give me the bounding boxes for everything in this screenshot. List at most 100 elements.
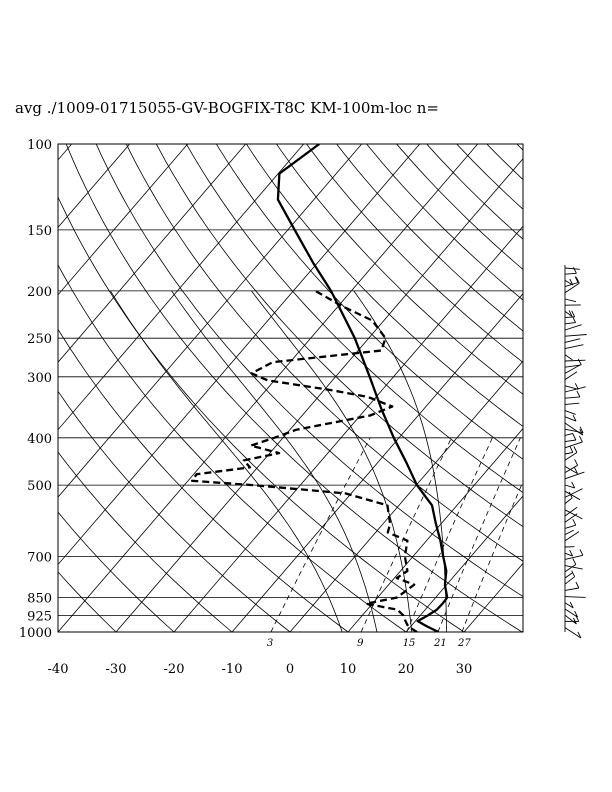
isotherm-line [58, 144, 421, 566]
wind-barb [564, 524, 576, 529]
wind-barb [564, 471, 585, 480]
wind-barb [564, 554, 584, 560]
wind-barb-flag [572, 558, 577, 565]
dry-adiabat-line [396, 144, 523, 270]
wind-barb [564, 386, 586, 393]
mixing-ratio-label: 15 [403, 638, 416, 649]
wind-barb [564, 416, 577, 422]
wind-barb [564, 441, 583, 449]
dry-adiabat-line [516, 144, 523, 151]
dry-adiabat-line [486, 144, 523, 181]
dry-adiabat-line [95, 144, 523, 597]
temperature-tick-label: 0 [286, 662, 294, 677]
isotherm-line [231, 293, 523, 632]
wind-barb-flag [575, 615, 580, 622]
wind-barb [564, 354, 573, 361]
mixing-ratio-line [437, 437, 521, 632]
wind-barbs [564, 265, 587, 639]
dry-adiabat-line [426, 144, 523, 240]
temperature-tick-label: -30 [106, 662, 127, 677]
wind-barb [564, 282, 580, 294]
wind-barb [564, 506, 578, 517]
wind-barb-flag [571, 570, 576, 577]
isotherm-line [58, 144, 247, 363]
temperature-axis: -40 -30 -20 -10 0 10 20 30 [48, 662, 473, 677]
wind-barb-flag [575, 581, 580, 589]
wind-barb [564, 402, 580, 405]
wind-barb-flag [572, 518, 577, 526]
wind-barb [564, 451, 573, 455]
dewpoint-profile [190, 289, 418, 632]
wind-barb [564, 531, 580, 542]
pressure-tick-label: 100 [27, 138, 52, 153]
pressure-tick-label: 150 [27, 224, 52, 239]
wind-barb [564, 432, 574, 436]
wind-barb-flag [577, 358, 582, 366]
wind-barb [564, 422, 584, 436]
wind-barb [564, 572, 573, 579]
wind-barb-flag [571, 481, 576, 489]
wind-barb-flag [569, 549, 574, 557]
temperature-tick-label: 10 [340, 662, 357, 677]
wind-barb [564, 282, 579, 288]
wind-barb [564, 364, 581, 374]
mixing-ratio-line [270, 437, 371, 632]
dry-adiabat-line [216, 144, 523, 460]
wind-barb [564, 602, 574, 609]
pressure-tick-label: 400 [27, 432, 52, 447]
wind-barb-flag [569, 601, 574, 609]
wind-barb-flag [573, 446, 578, 453]
dry-adiabat-line [58, 390, 291, 632]
dry-adiabat-line [185, 144, 523, 494]
isotherm-line [58, 144, 189, 296]
temperature-tick-label: 30 [456, 662, 473, 677]
temperature-tick-label: -40 [48, 662, 69, 677]
isotherm-line [0, 144, 14, 632]
wind-barb [564, 490, 581, 501]
dry-adiabat-line [607, 144, 612, 632]
wind-barb [564, 596, 586, 598]
mixing-ratio-labels: 3 9 15 21 27 [267, 638, 471, 649]
pressure-tick-label: 200 [27, 285, 52, 300]
wind-barb-flag [574, 383, 579, 390]
wind-barb [564, 344, 584, 350]
isotherm-line [58, 144, 479, 632]
pressure-tick-label: 250 [27, 332, 52, 347]
wind-barb-flag [574, 459, 579, 466]
temperature-tick-label: -20 [164, 662, 185, 677]
wind-barb-flag [568, 491, 573, 499]
wind-barb [564, 509, 583, 520]
wind-barb [564, 267, 580, 270]
wind-barb [564, 614, 577, 625]
pressure-tick-label: 1000 [19, 626, 52, 641]
dry-adiabat-line [276, 144, 523, 395]
isotherm-line [405, 495, 523, 632]
wind-barb [564, 334, 587, 337]
pressure-tick-label: 700 [27, 550, 52, 565]
isotherm-line [289, 360, 523, 632]
wind-barb [564, 529, 575, 536]
wind-barb [564, 324, 582, 331]
wind-barb [564, 587, 579, 591]
dry-adiabat-line [246, 144, 523, 427]
wind-barb [564, 359, 586, 362]
wind-barb-flag [575, 276, 580, 284]
dry-adiabat-line [58, 328, 349, 632]
dry-adiabat-line [58, 196, 465, 632]
wind-barb-flag [574, 467, 578, 474]
wind-barb [564, 464, 578, 473]
dry-adiabat-line [58, 451, 233, 632]
isotherm-line [58, 144, 131, 228]
dry-adiabat-line [456, 144, 523, 210]
dry-adiabat-line [58, 264, 407, 632]
mixing-ratio-line [406, 437, 493, 632]
wind-barb [564, 627, 582, 639]
wind-barb [564, 338, 581, 343]
pressure-tick-label: 850 [27, 592, 52, 607]
dry-adiabat-line [125, 144, 523, 562]
wind-barb [564, 311, 573, 317]
dry-adiabat-line [65, 144, 523, 632]
wind-barb [564, 488, 583, 498]
